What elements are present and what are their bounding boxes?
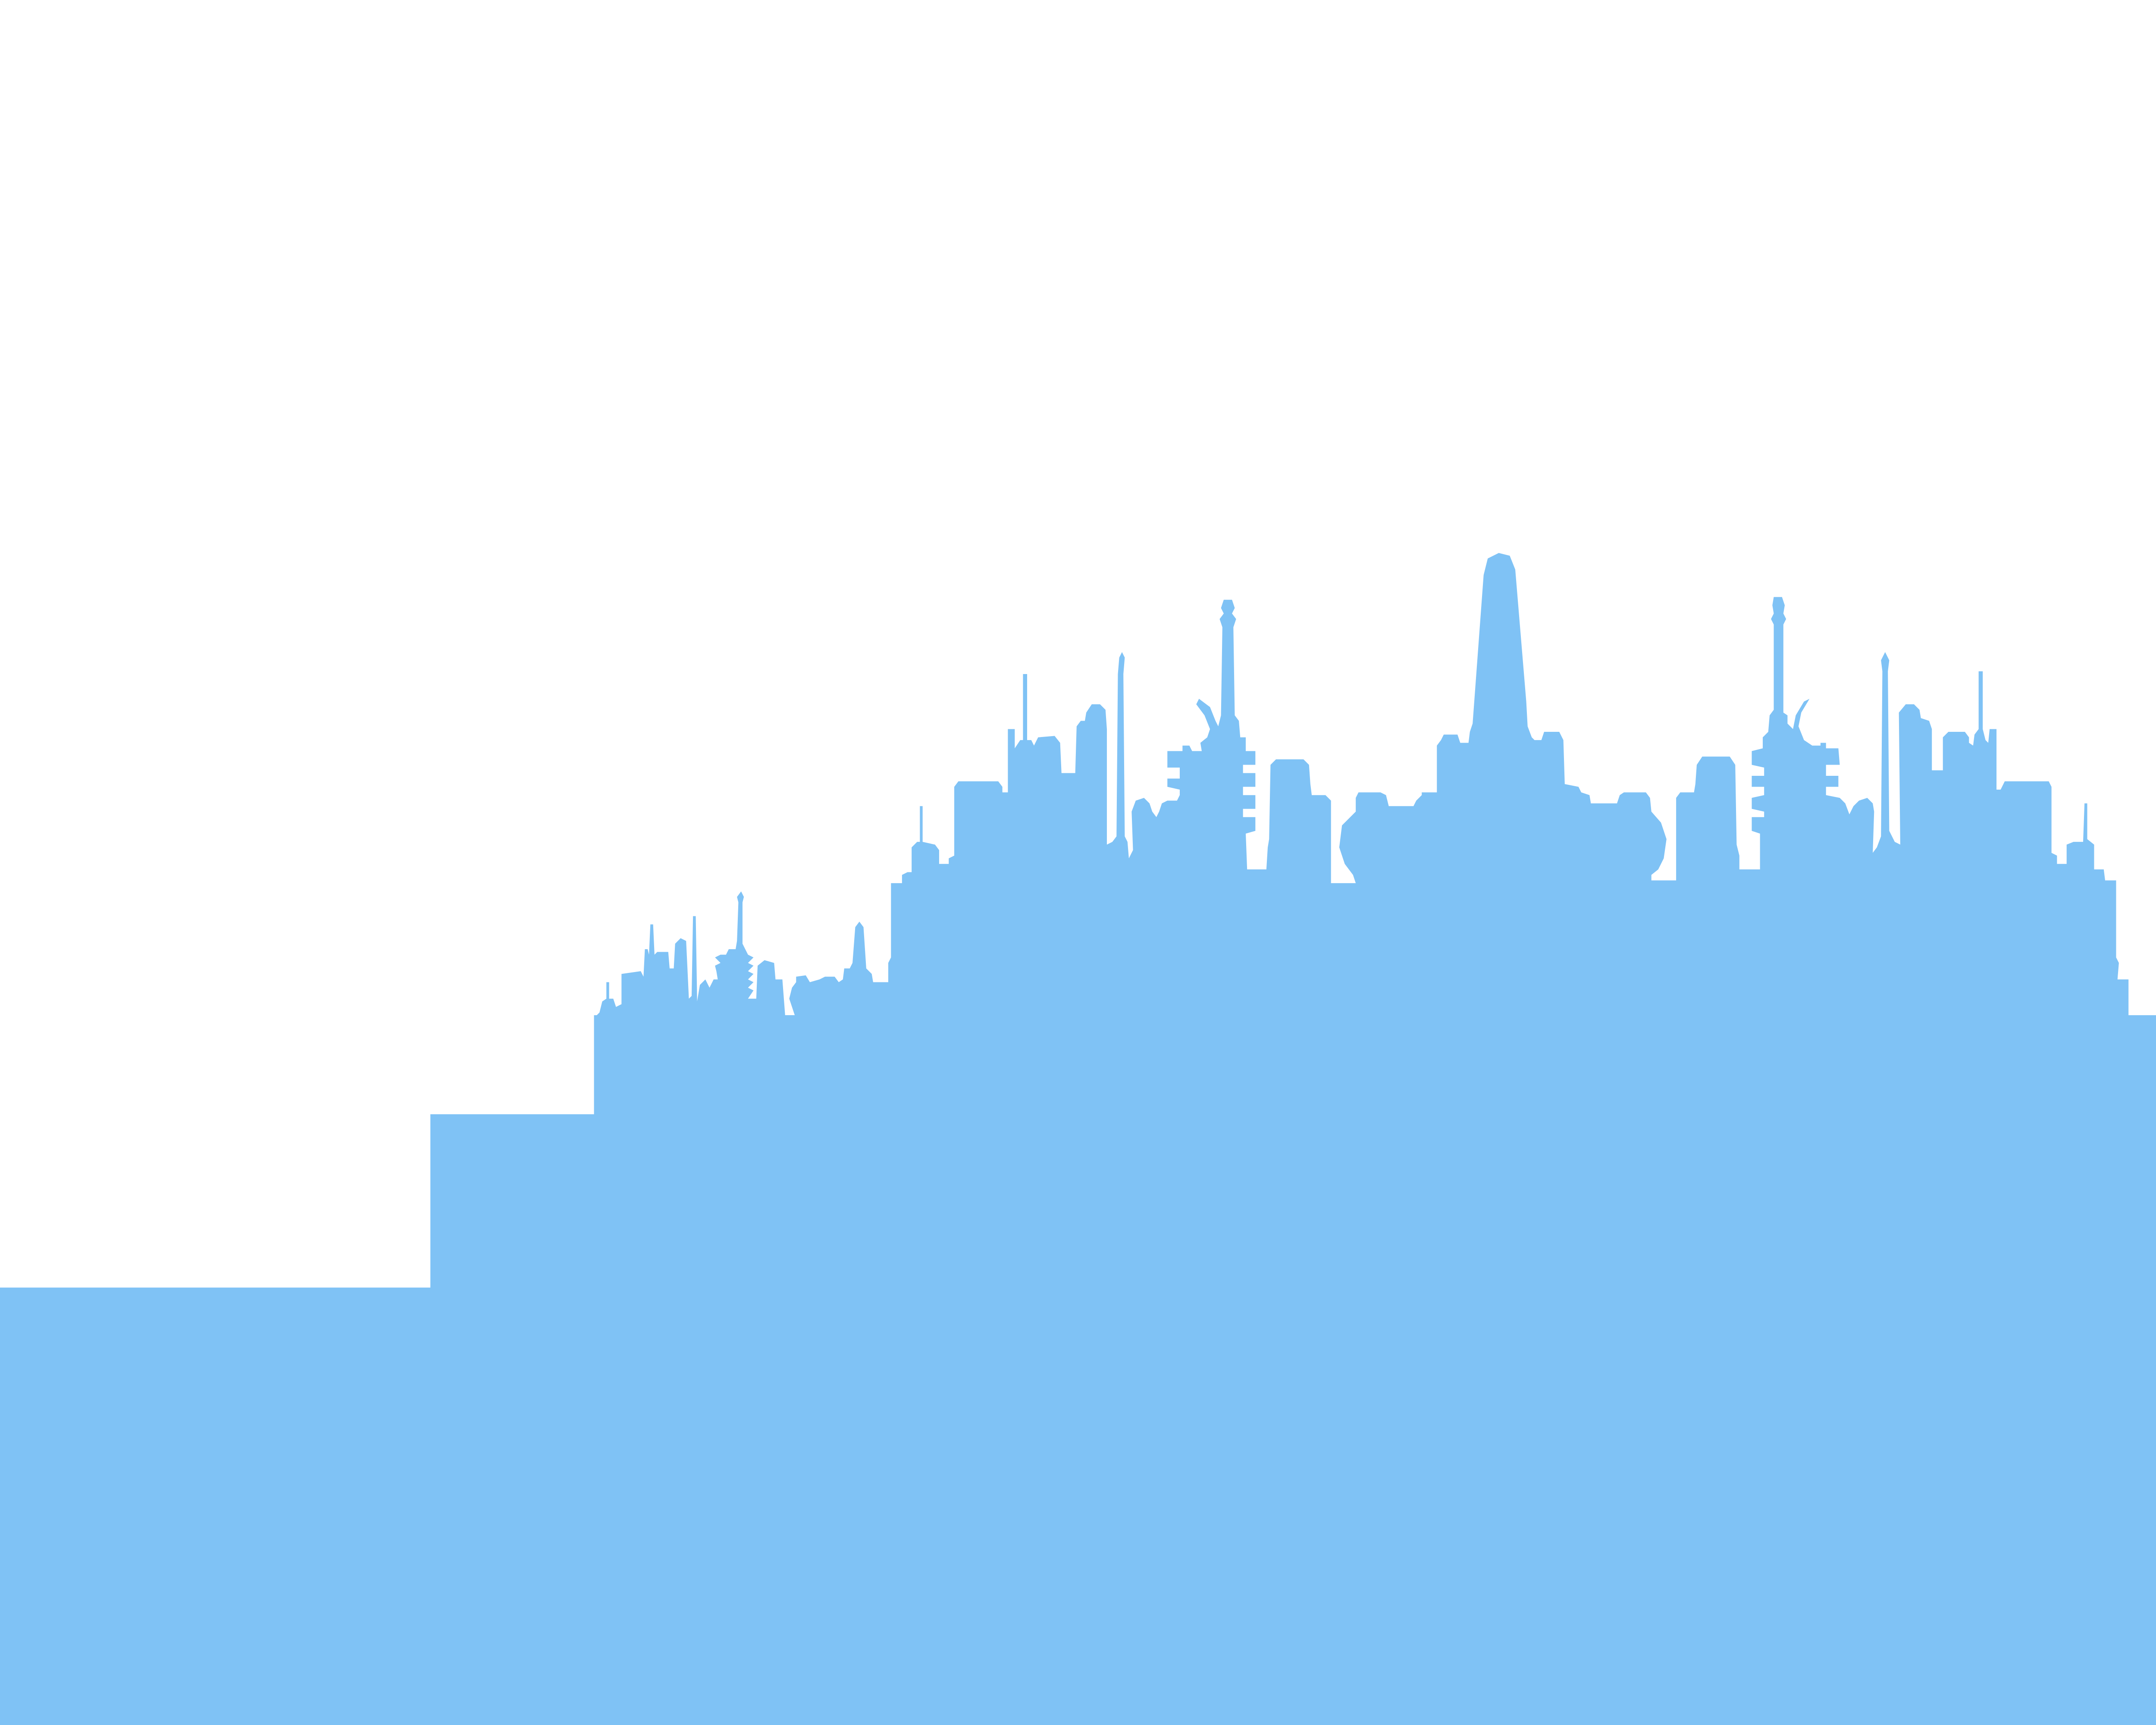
skyline-group — [0, 553, 2156, 1725]
mid-left-cluster — [888, 553, 2156, 1046]
ground-mass — [594, 1015, 2156, 1725]
left-distant-cluster — [594, 891, 891, 1018]
ground-step-left — [0, 1287, 432, 1725]
ground-step-middle — [430, 1114, 595, 1725]
